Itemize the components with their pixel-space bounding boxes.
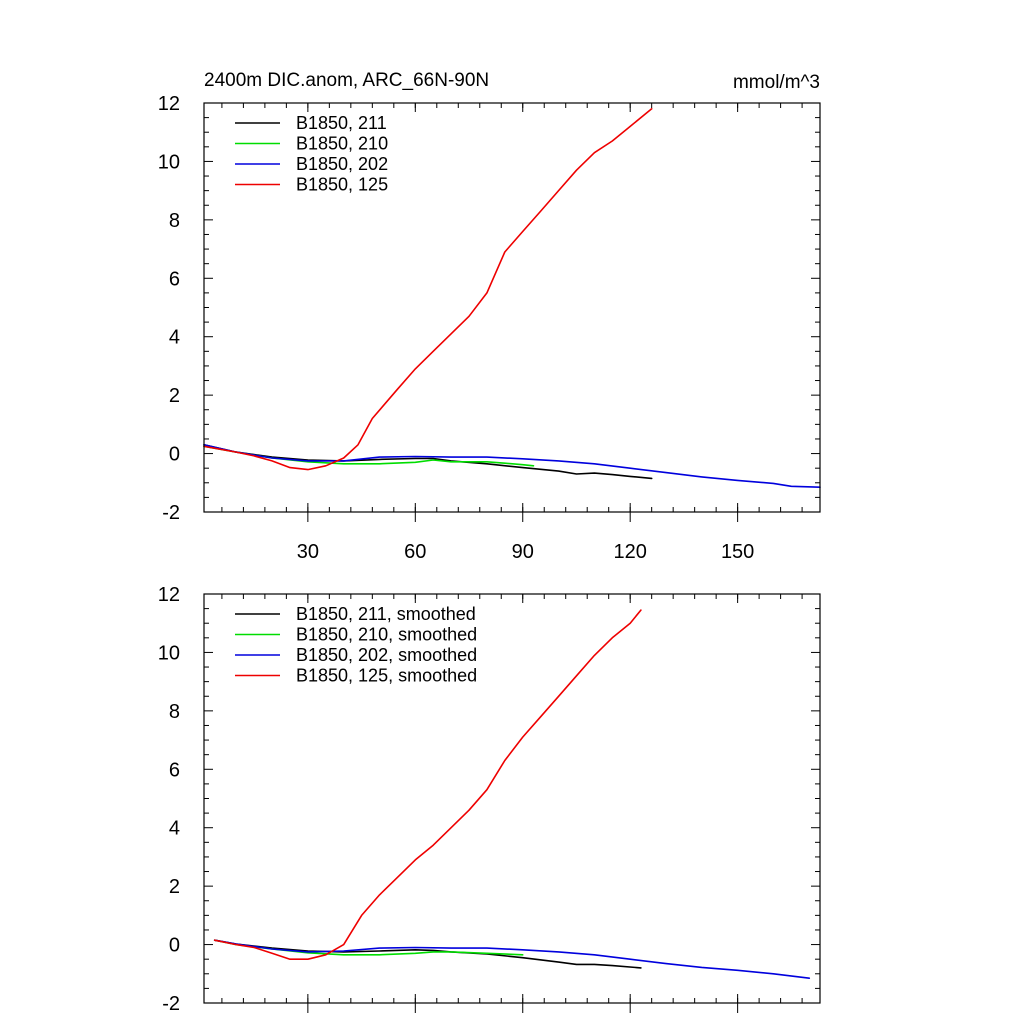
chart-panel-top: 2400m DIC.anom, ARC_66N-90N mmol/m^3 -2 0… [158,70,821,563]
legend-label-s211: B1850, 211 [296,113,387,133]
y-tick-label: 2 [169,385,180,407]
chart-units-label: mmol/m^3 [733,72,820,93]
axis-tick-labels: -2 0 2 4 6 8 10 12 30 60 90 120 150 [158,93,755,563]
legend-label-s202: B1850, 202, smoothed [296,645,477,665]
y-tick-label: 8 [169,210,180,232]
series-line-s202 [213,939,811,980]
y-tick-label: 12 [158,584,180,606]
y-tick-label: -2 [162,993,180,1015]
plot-lines [203,108,821,489]
y-tick-label: 12 [158,93,180,115]
legend-label-s210: B1850, 210, smoothed [296,625,477,645]
x-tick-label: 60 [404,541,426,563]
legend-label-s210: B1850, 210 [296,134,388,154]
chart-title: 2400m DIC.anom, ARC_66N-90N [204,70,489,91]
plot-lines [213,609,811,980]
legend-label-s202: B1850, 202 [296,154,388,174]
x-tick-label: 30 [297,541,319,563]
y-tick-label: 6 [169,268,180,290]
series-line-s202 [203,443,821,489]
legend-label-s125: B1850, 125 [296,175,388,195]
x-tick-label: 120 [613,541,646,563]
y-tick-label: 6 [169,759,180,781]
x-tick-label: 150 [721,541,754,563]
y-tick-label: 4 [169,818,180,840]
series-line-s211 [203,443,653,480]
series-line-s125 [203,108,653,471]
y-tick-label: 4 [169,327,180,349]
legend-label-s125: B1850, 125, smoothed [296,666,477,686]
plot-frame [203,102,821,513]
plot-frame [203,593,821,1004]
series-line-s125 [213,609,642,961]
axis-tick-labels: -2 0 2 4 6 8 10 12 [158,584,180,1015]
y-tick-label: 0 [169,935,180,957]
y-tick-label: 0 [169,444,180,466]
axis-ticks [204,593,820,1013]
y-tick-label: 10 [158,151,180,173]
y-tick-label: 2 [169,876,180,898]
x-tick-label: 90 [512,541,534,563]
legend-label-s211: B1850, 211, smoothed [296,604,476,624]
y-tick-label: -2 [162,502,180,524]
y-tick-label: 8 [169,701,180,723]
y-tick-label: 10 [158,642,180,664]
